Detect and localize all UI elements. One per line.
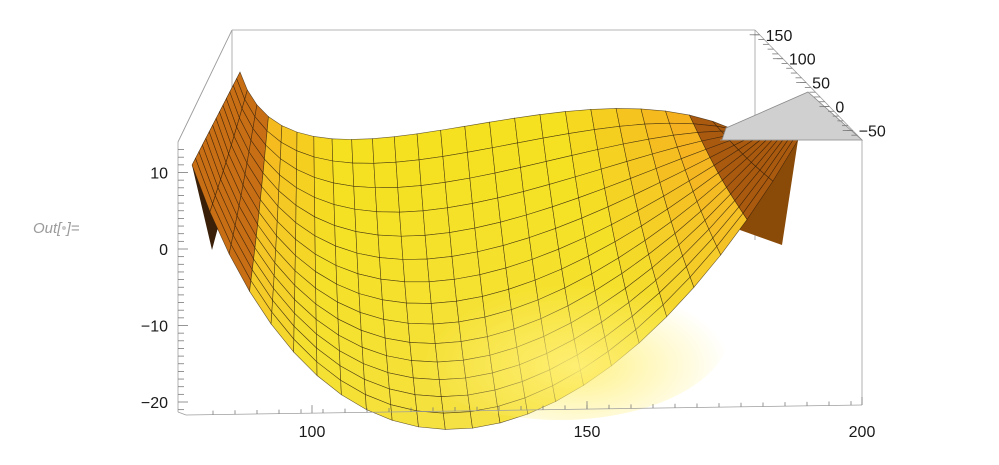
- out-suffix: ]=: [66, 220, 80, 237]
- surface-patch: [372, 136, 397, 164]
- surface-patch: [416, 410, 446, 430]
- surface-patch: [440, 125, 468, 157]
- y-tick-label: 100: [789, 52, 816, 69]
- surface-patch: [379, 257, 405, 283]
- surface-patch: [376, 211, 402, 237]
- surface-patch: [418, 156, 446, 186]
- surface-highlight: [390, 240, 730, 420]
- output-cell-label: Out[•]=: [33, 220, 80, 237]
- surface-patch: [354, 208, 379, 236]
- surface-patch: [400, 235, 428, 260]
- surface-patch: [352, 162, 376, 189]
- z-tick-label: 10: [150, 166, 168, 183]
- surface-patch: [449, 227, 478, 257]
- x-tick-label: 150: [574, 424, 601, 441]
- surface-patch: [615, 108, 646, 127]
- surface-patch: [444, 177, 473, 209]
- surface-patch: [331, 138, 354, 164]
- surface-patch: [447, 203, 476, 233]
- surface-patch: [464, 121, 493, 153]
- surface-patch: [393, 133, 420, 163]
- surface-patch: [414, 394, 444, 414]
- surface-patch: [420, 182, 448, 212]
- z-tick-label: −20: [141, 395, 168, 412]
- surface-patch: [373, 161, 399, 189]
- surface-patch: [422, 207, 451, 236]
- y-tick-label: 0: [835, 100, 844, 117]
- y-tick-label: −50: [859, 123, 886, 140]
- surface-patch: [424, 232, 453, 260]
- y-tick-label: 150: [766, 28, 793, 45]
- surface-patch: [467, 147, 496, 179]
- z-tick-label: 0: [159, 242, 168, 259]
- x-axis: 100 150 200: [212, 397, 876, 441]
- y-axis: 150 100 50 0 −50: [749, 28, 886, 140]
- cell-dot-icon: •: [61, 220, 67, 237]
- surface-patch: [640, 108, 670, 125]
- out-prefix: Out[: [33, 220, 62, 237]
- surface-patch: [399, 210, 426, 237]
- y-tick-label: 50: [812, 76, 830, 93]
- z-axis: 10 0 −10 −20: [141, 149, 188, 412]
- surface-patch: [374, 187, 400, 213]
- surface-patch: [442, 151, 471, 183]
- surface-patch: [590, 108, 621, 130]
- surface-patch: [665, 110, 695, 125]
- surface-patch: [332, 160, 355, 187]
- bounding-box-front: [177, 139, 863, 416]
- surface-patch: [351, 138, 375, 164]
- surface-patch: [489, 117, 518, 149]
- x-tick-label: 200: [849, 424, 876, 441]
- surface-patch: [395, 159, 422, 188]
- surface-patch: [353, 186, 377, 213]
- surface-patch: [377, 234, 404, 260]
- surface: [191, 71, 864, 430]
- z-tick-label: −10: [141, 319, 168, 336]
- surface-patch: [397, 185, 424, 213]
- surface-patch: [416, 129, 444, 161]
- surface-patch: [442, 411, 473, 430]
- x-tick-label: 100: [299, 424, 326, 441]
